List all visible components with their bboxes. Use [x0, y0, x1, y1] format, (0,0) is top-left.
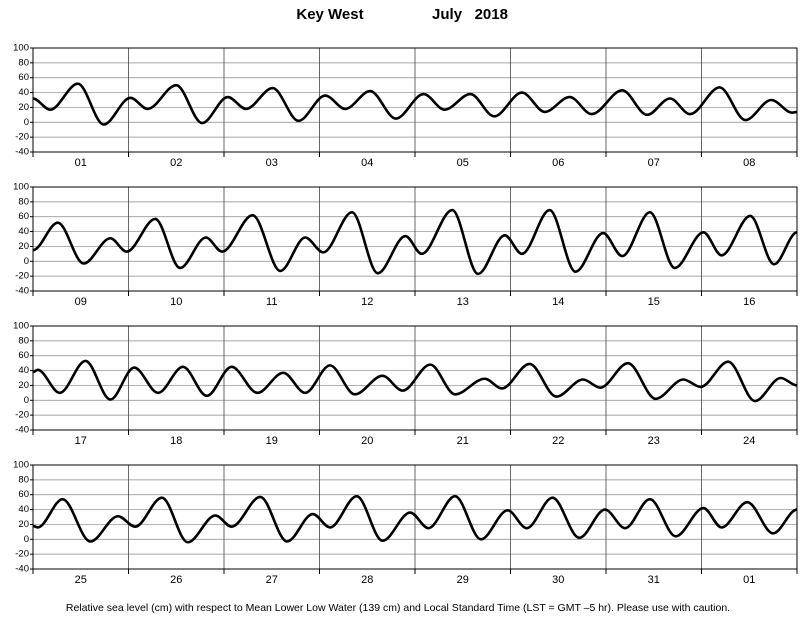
day-label: 22: [552, 435, 564, 447]
day-label: 08: [743, 157, 755, 169]
y-tick-label: 100: [13, 321, 29, 332]
y-tick-label: 20: [18, 241, 29, 252]
day-label: 09: [75, 296, 87, 308]
y-tick-label: 20: [18, 519, 29, 530]
title-station: Key West: [296, 6, 363, 23]
tide-line: [32, 494, 798, 544]
day-label: 12: [361, 296, 373, 308]
y-tick-label: 60: [18, 211, 29, 222]
day-label: 04: [361, 157, 373, 169]
day-label: 03: [266, 157, 278, 169]
day-label: 30: [552, 574, 564, 586]
y-tick-label: -20: [15, 549, 29, 560]
day-label: 29: [457, 574, 469, 586]
y-tick-label: 80: [18, 196, 29, 207]
y-tick-label: 100: [13, 182, 29, 193]
y-tick-label: 60: [18, 489, 29, 500]
plot-frame: [32, 325, 798, 431]
day-label: 25: [75, 574, 87, 586]
day-label: 21: [457, 435, 469, 447]
day-label: 27: [266, 574, 278, 586]
day-label: 18: [170, 435, 182, 447]
day-label: 02: [170, 157, 182, 169]
y-tick-label: 80: [18, 335, 29, 346]
footnote: Relative sea level (cm) with respect to …: [66, 602, 730, 614]
day-label: 07: [648, 157, 660, 169]
y-tick-label: 0: [24, 256, 29, 267]
tide-line: [32, 208, 798, 276]
y-tick-label: 40: [18, 87, 29, 98]
day-label: 17: [75, 435, 87, 447]
y-tick-label: 100: [13, 43, 29, 54]
y-tick-label: 60: [18, 72, 29, 83]
day-label: 06: [552, 157, 564, 169]
day-label: 16: [743, 296, 755, 308]
day-label: 01: [75, 157, 87, 169]
tide-line: [32, 82, 798, 126]
y-tick-label: -40: [15, 564, 29, 575]
y-tick-label: 0: [24, 395, 29, 406]
day-label: 20: [361, 435, 373, 447]
day-label: 01: [743, 574, 755, 586]
day-label: 23: [648, 435, 660, 447]
y-tick-label: -20: [15, 132, 29, 143]
day-label: 15: [648, 296, 660, 308]
y-tick-label: -40: [15, 147, 29, 158]
y-tick-label: 0: [24, 117, 29, 128]
plot-frame: [32, 464, 798, 570]
day-label: 24: [743, 435, 755, 447]
plot-frame: [32, 47, 798, 153]
day-label: 31: [648, 574, 660, 586]
y-tick-label: 20: [18, 380, 29, 391]
day-label: 11: [266, 296, 277, 308]
y-tick-label: 40: [18, 504, 29, 515]
title-month: July 2018: [432, 6, 508, 23]
plot-frame: [32, 186, 798, 292]
y-tick-label: 80: [18, 57, 29, 68]
y-tick-label: 60: [18, 350, 29, 361]
day-label: 14: [552, 296, 564, 308]
y-tick-label: -40: [15, 425, 29, 436]
y-tick-label: 20: [18, 102, 29, 113]
y-tick-label: 100: [13, 460, 29, 471]
y-tick-label: 80: [18, 474, 29, 485]
y-tick-label: -20: [15, 410, 29, 421]
y-tick-label: -40: [15, 286, 29, 297]
y-tick-label: -20: [15, 271, 29, 282]
tide-line: [32, 359, 798, 403]
day-label: 26: [170, 574, 182, 586]
day-label: 19: [266, 435, 278, 447]
day-label: 10: [170, 296, 182, 308]
day-label: 28: [361, 574, 373, 586]
y-tick-label: 40: [18, 365, 29, 376]
day-label: 05: [457, 157, 469, 169]
y-tick-label: 0: [24, 534, 29, 545]
day-label: 13: [457, 296, 469, 308]
y-tick-label: 40: [18, 226, 29, 237]
